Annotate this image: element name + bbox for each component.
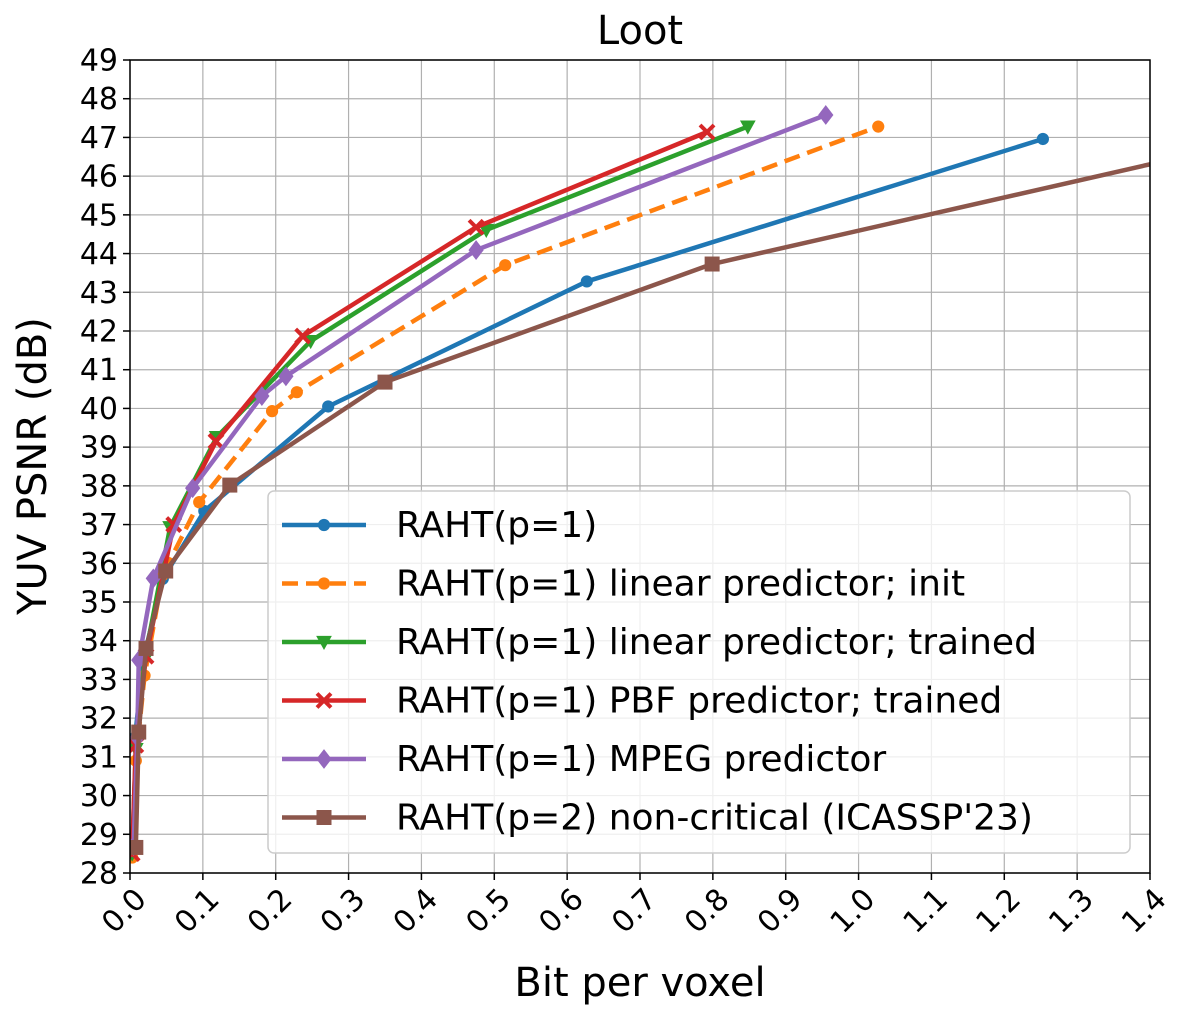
marker xyxy=(315,692,333,709)
legend-label: RAHT(p=1) xyxy=(396,505,597,546)
x-tick-label: 0.5 xyxy=(459,882,517,940)
marker xyxy=(698,123,716,141)
marker xyxy=(193,496,206,509)
legend-label: RAHT(p=1) PBF predictor; trained xyxy=(396,681,1002,722)
x-tick-label: 1.1 xyxy=(897,882,955,940)
marker xyxy=(317,577,331,590)
marker xyxy=(207,432,225,450)
y-tick-label: 30 xyxy=(80,779,118,814)
legend: RAHT(p=1) RAHT(p=1) linear predictor; ini… xyxy=(267,490,1131,854)
legend-label: RAHT(p=1) linear predictor; trained xyxy=(396,622,1037,663)
legend-box xyxy=(267,490,1131,854)
x-tick-label: 0.6 xyxy=(532,882,590,940)
series-line xyxy=(133,161,1150,848)
x-tick-label: 1.4 xyxy=(1115,882,1173,940)
x-tick-label: 0.9 xyxy=(751,882,809,940)
y-tick-label: 45 xyxy=(80,198,118,233)
y-tick-label: 43 xyxy=(80,276,118,311)
marker xyxy=(138,640,154,656)
y-axis-label: YUV PSNR (dB) xyxy=(10,317,56,616)
y-tick-label: 38 xyxy=(80,469,118,504)
marker xyxy=(130,839,144,855)
y-tick-label: 46 xyxy=(80,160,118,195)
y-tick-label: 34 xyxy=(80,624,118,659)
marker xyxy=(704,256,720,272)
marker xyxy=(316,810,332,825)
y-tick-label: 41 xyxy=(80,353,118,388)
marker xyxy=(468,240,484,261)
marker xyxy=(254,386,270,406)
y-tick-label: 29 xyxy=(80,818,118,853)
legend-label: RAHT(p=1) MPEG predictor xyxy=(396,739,886,780)
marker xyxy=(739,120,756,135)
x-tick-label: 1.0 xyxy=(824,882,882,940)
x-axis-label: Bit per voxel xyxy=(514,960,765,1006)
marker xyxy=(294,327,312,345)
y-tick-label: 40 xyxy=(80,392,118,427)
y-tick-label: 37 xyxy=(80,508,118,543)
series-group xyxy=(130,105,1150,864)
y-tick-label: 39 xyxy=(80,431,118,466)
y-tick-label: 36 xyxy=(80,547,118,582)
y-tick-label: 42 xyxy=(80,315,118,350)
marker xyxy=(322,400,335,413)
marker xyxy=(131,724,147,740)
y-tick-label: 31 xyxy=(80,740,118,775)
x-tick-label: 1.3 xyxy=(1042,882,1100,940)
marker xyxy=(1036,132,1050,146)
marker xyxy=(467,218,485,236)
marker xyxy=(316,635,332,651)
marker xyxy=(290,386,303,399)
marker xyxy=(145,568,161,589)
x-tick-label: 0.2 xyxy=(241,882,299,940)
y-tick-label: 47 xyxy=(80,121,118,156)
y-tick-label: 32 xyxy=(80,702,118,737)
marker xyxy=(818,105,834,125)
y-tick-label: 28 xyxy=(80,857,118,892)
marker xyxy=(317,518,331,532)
marker xyxy=(278,366,294,387)
marker xyxy=(316,749,332,769)
y-tick-label: 35 xyxy=(80,586,118,621)
legend-label: RAHT(p=2) non-critical (ICASSP'23) xyxy=(396,798,1033,839)
x-tick-label: 0.1 xyxy=(168,882,226,940)
marker xyxy=(580,275,593,288)
legend-label: RAHT(p=1) linear predictor; init xyxy=(396,564,965,605)
marker xyxy=(377,374,393,390)
marker xyxy=(158,563,174,579)
x-tick-label: 0.7 xyxy=(605,882,663,940)
y-tick-label: 44 xyxy=(80,237,118,272)
marker xyxy=(499,259,512,272)
y-tick-label: 48 xyxy=(80,82,118,117)
x-tick-label: 1.2 xyxy=(969,882,1027,940)
marker xyxy=(265,405,279,418)
chart-title: Loot xyxy=(597,8,683,54)
x-tick-label: 0.3 xyxy=(314,882,372,940)
marker xyxy=(222,477,238,493)
x-tick-label: 0.8 xyxy=(678,882,736,940)
y-tick-label: 49 xyxy=(80,44,118,79)
marker xyxy=(872,120,885,133)
marker xyxy=(185,478,201,499)
y-tick-label: 33 xyxy=(80,663,118,698)
x-tick-label: 0.4 xyxy=(387,882,445,940)
